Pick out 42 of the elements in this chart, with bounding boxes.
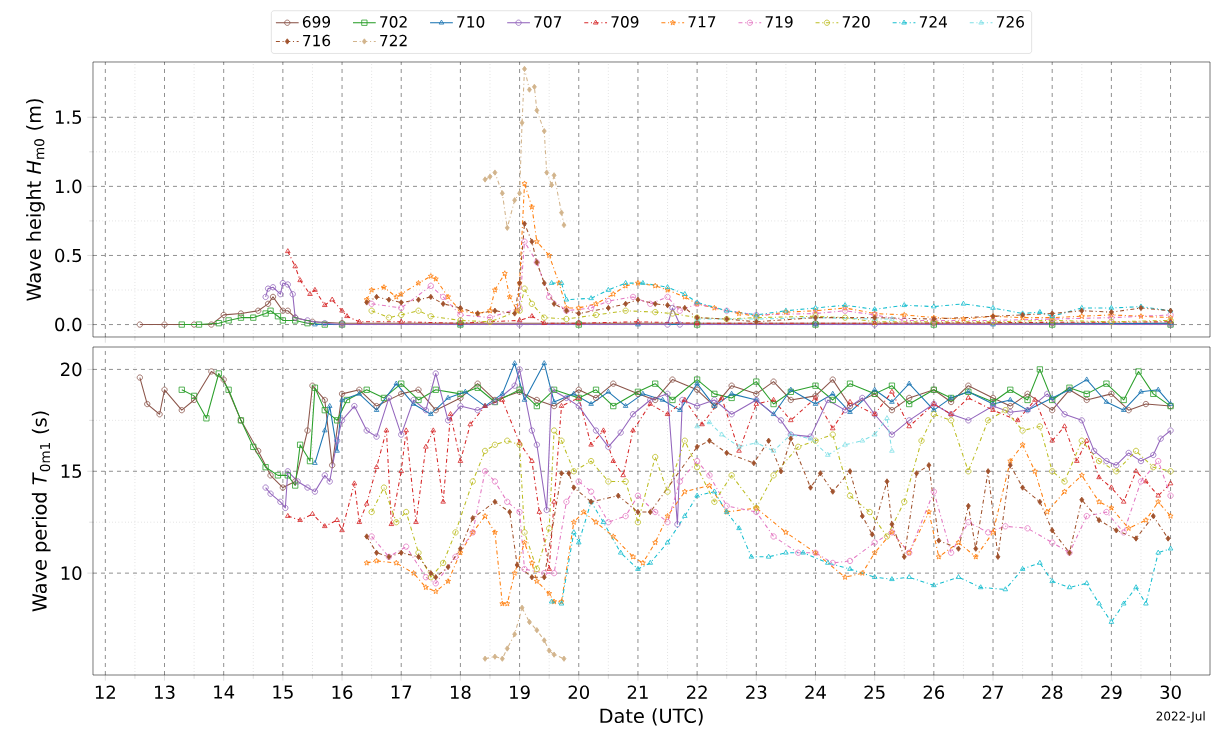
x-axis-title: Date (UTC) xyxy=(600,708,703,726)
x-tick-label: 17 xyxy=(391,685,412,699)
y-axis-title: Wave period T$_{0m1}$ (s) xyxy=(31,411,51,612)
x-tick-label: 28 xyxy=(1042,685,1063,700)
y-tick-label: 20 xyxy=(61,362,82,377)
x-tick-label: 25 xyxy=(864,685,885,700)
y-tick-label: 10 xyxy=(61,566,82,580)
text: 2022-Jul xyxy=(1156,711,1205,723)
x-tick-label: 18 xyxy=(450,685,471,700)
legend-label: 699 xyxy=(302,16,331,28)
x-tick-label: 14 xyxy=(214,685,235,699)
x-tick-label: 13 xyxy=(155,685,175,700)
x-tick-label: 30 xyxy=(1160,685,1181,700)
y-tick-label: 1.5 xyxy=(55,110,82,124)
legend-label: 707 xyxy=(534,16,562,28)
x-tick-label: 24 xyxy=(805,685,826,699)
y-tick-label: 15 xyxy=(61,464,82,478)
legend-label: 720 xyxy=(842,16,870,28)
legend-label: 717 xyxy=(688,16,716,28)
x-tick-label: 27 xyxy=(982,685,1003,699)
legend-label: 726 xyxy=(996,16,1024,28)
x-tick-label: 29 xyxy=(1101,685,1122,700)
legend-label: 716 xyxy=(303,34,331,47)
y-tick-label: 1.0 xyxy=(55,179,82,194)
x-tick-label: 12 xyxy=(95,685,115,699)
x-tick-label: 20 xyxy=(568,685,590,700)
x-tick-label: 15 xyxy=(273,685,293,699)
y-tick-label: 0.0 xyxy=(55,317,82,332)
legend-label: 719 xyxy=(765,16,793,28)
x-tick-label: 22 xyxy=(686,685,707,699)
x-tick-label: 19 xyxy=(510,685,530,700)
x-tick-label: 26 xyxy=(923,685,945,700)
legend-label: 722 xyxy=(380,34,407,47)
legend-label: 702 xyxy=(380,16,407,28)
legend-label: 709 xyxy=(611,16,639,28)
legend-label: 710 xyxy=(457,16,485,28)
x-tick-label: 21 xyxy=(627,685,648,699)
legend-label: 724 xyxy=(919,16,948,28)
x-tick-label: 16 xyxy=(332,685,353,700)
y-tick-label: 0.5 xyxy=(55,248,82,263)
y-axis-title: Wave height H$_{m0}$ (m) xyxy=(26,99,45,301)
x-tick-label: 23 xyxy=(746,685,767,700)
